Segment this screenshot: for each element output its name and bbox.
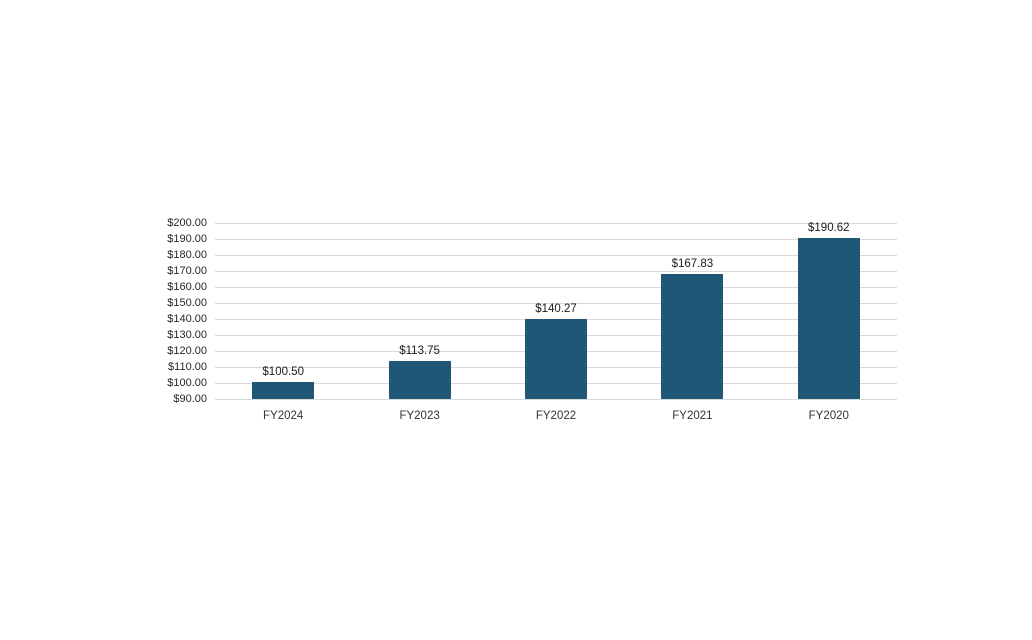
y-tick-label: $120.00 xyxy=(167,345,207,357)
plot-area: $100.50 FY2024 $113.75 FY2023 $140.27 FY2022 $… xyxy=(215,222,897,422)
gridline xyxy=(215,398,897,400)
y-tick-label: $160.00 xyxy=(167,281,207,293)
y-tick-label: $110.00 xyxy=(168,361,207,373)
y-tick-label: $150.00 xyxy=(167,297,207,309)
y-tick-label: $130.00 xyxy=(167,329,207,341)
category-label-fy2023: FY2023 xyxy=(399,410,440,422)
y-tick-label: $200.00 xyxy=(167,217,207,229)
category-label-fy2022: FY2022 xyxy=(535,410,577,422)
y-tick-label: $90.00 xyxy=(173,393,207,405)
data-label-fy2023: $113.75 xyxy=(399,345,440,357)
y-tick-label: $180.00 xyxy=(167,249,207,261)
gridline xyxy=(215,222,897,224)
bar-fy2023 xyxy=(388,361,451,399)
category-label-fy2021: FY2021 xyxy=(672,410,713,422)
bar-fy2021 xyxy=(661,274,724,399)
gridline xyxy=(215,254,897,256)
bar-fy2024 xyxy=(252,382,315,399)
gridline xyxy=(215,238,897,240)
y-tick-label: $190.00 xyxy=(167,233,207,245)
data-label-fy2024: $100.50 xyxy=(262,366,304,379)
gridline xyxy=(215,270,897,272)
gridline xyxy=(215,286,897,288)
category-label-fy2020: FY2020 xyxy=(808,410,849,422)
data-label-fy2022: $140.27 xyxy=(535,302,577,315)
data-label-fy2020: $190.62 xyxy=(808,222,850,234)
bar-fy2020 xyxy=(797,238,860,399)
y-tick-label: $100.00 xyxy=(167,377,207,389)
bar-fy2022 xyxy=(525,318,587,399)
gridline xyxy=(215,302,897,304)
y-axis-tick-labels: $90.00 $100.00 $110.00 $120.00 $130.00 $140.0… xyxy=(140,217,207,405)
y-tick-label: $140.00 xyxy=(167,313,207,325)
y-tick-label: $170.00 xyxy=(167,265,207,277)
category-label-fy2024: FY2024 xyxy=(263,410,304,422)
data-label-fy2021: $167.83 xyxy=(671,258,714,271)
